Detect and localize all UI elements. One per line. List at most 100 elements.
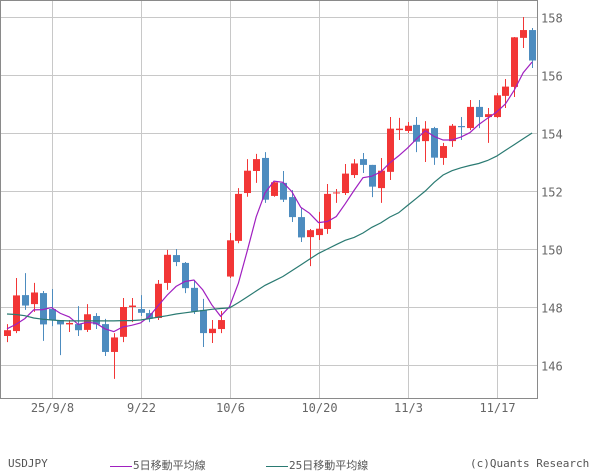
candle-body (351, 163, 358, 176)
candle-body (485, 114, 492, 118)
candle (378, 157, 385, 203)
candle (387, 117, 394, 180)
candle-body (66, 322, 73, 325)
moving-average-lines (6, 61, 533, 333)
candle (324, 184, 331, 234)
candle-body (316, 228, 323, 236)
candle-body (307, 230, 314, 238)
candle-body (405, 125, 412, 131)
candle (22, 273, 29, 310)
candle-body (262, 157, 269, 200)
candle-body (458, 126, 465, 128)
candle-body (333, 192, 340, 194)
candle (129, 298, 136, 323)
candle-body (529, 30, 536, 61)
candle (289, 190, 296, 223)
candle (280, 170, 287, 203)
candle (31, 282, 38, 312)
ma5-line (6, 61, 533, 333)
legend-symbol: USDJPY (8, 457, 48, 470)
candle-body (396, 128, 403, 131)
legend-ma5-label: 5日移動平均線 (133, 459, 206, 472)
candle (511, 37, 518, 98)
y-tick-label: 146 (541, 360, 563, 374)
candle-body (378, 170, 385, 189)
candle (4, 324, 11, 343)
candle (298, 208, 305, 243)
y-tick-label: 148 (541, 302, 563, 316)
candle-body (387, 128, 394, 172)
candle (191, 280, 198, 314)
candle-body (129, 305, 136, 307)
grid (0, 0, 537, 398)
candle (485, 108, 492, 143)
candle (84, 304, 91, 332)
candle (449, 124, 456, 147)
candlestick-chart: 146 148 150 152 154 156 158 25/9/8 9/22 10/6 10/20… (0, 0, 563, 416)
axes: 146 148 150 152 154 156 158 25/9/8 9/22 10/6 10/20… (31, 12, 563, 416)
candle (369, 164, 376, 198)
candle-body (235, 193, 242, 241)
x-tick-label: 25/9/8 (31, 401, 74, 415)
candle (405, 121, 412, 133)
ma25-line (6, 132, 533, 322)
candle-body (298, 217, 305, 238)
y-tick-label: 152 (541, 186, 563, 200)
candle-body (476, 106, 483, 118)
candle-body (271, 182, 278, 196)
candle-body (173, 255, 180, 263)
candle (57, 320, 64, 356)
legend-ma5: 5日移動平均線 (110, 457, 206, 473)
candle (209, 320, 216, 343)
candle (227, 233, 234, 278)
candle (494, 92, 501, 118)
candle-body (324, 193, 331, 229)
candle-body (227, 240, 234, 277)
candle-body (57, 320, 64, 325)
candle-body (280, 182, 287, 200)
candle (164, 249, 171, 290)
candle-body (93, 315, 100, 325)
candle-body (494, 95, 501, 118)
candle-body (360, 159, 367, 165)
legend-ma25-label: 25日移動平均線 (289, 459, 369, 472)
x-tick-label: 11/3 (394, 401, 423, 415)
candle-body (253, 159, 260, 171)
candle (155, 280, 162, 321)
credit: (c)Quants Research (470, 457, 590, 470)
candle-body (155, 283, 162, 319)
candle-body (138, 309, 145, 313)
candle (316, 211, 323, 241)
candle (138, 295, 145, 316)
candle (360, 153, 367, 174)
candle-body (102, 324, 109, 352)
candle-body (49, 309, 56, 321)
candle (271, 182, 278, 197)
y-tick-label: 150 (541, 244, 563, 258)
candle-body (111, 337, 118, 352)
candle (66, 320, 73, 332)
candle-body (431, 128, 438, 158)
candle (342, 164, 349, 196)
candle-body (164, 254, 171, 283)
candle (396, 117, 403, 140)
legend-ma25: 25日移動平均線 (266, 457, 368, 473)
candle-body (75, 324, 82, 331)
candle-body (4, 330, 11, 336)
ma25-swatch (266, 465, 288, 467)
candle (333, 188, 340, 203)
candle-body (342, 173, 349, 194)
candle-body (209, 328, 216, 334)
candle-body (40, 293, 47, 325)
x-tick-label: 10/20 (301, 401, 337, 415)
candle (253, 153, 260, 183)
candle-body (502, 86, 509, 96)
y-tick-label: 156 (541, 70, 563, 84)
candle (200, 298, 207, 348)
candle-body (520, 30, 527, 38)
x-tick-label: 11/17 (479, 401, 515, 415)
candle-body (467, 106, 474, 129)
candle (173, 249, 180, 267)
candle (235, 188, 242, 244)
candle (244, 159, 251, 197)
